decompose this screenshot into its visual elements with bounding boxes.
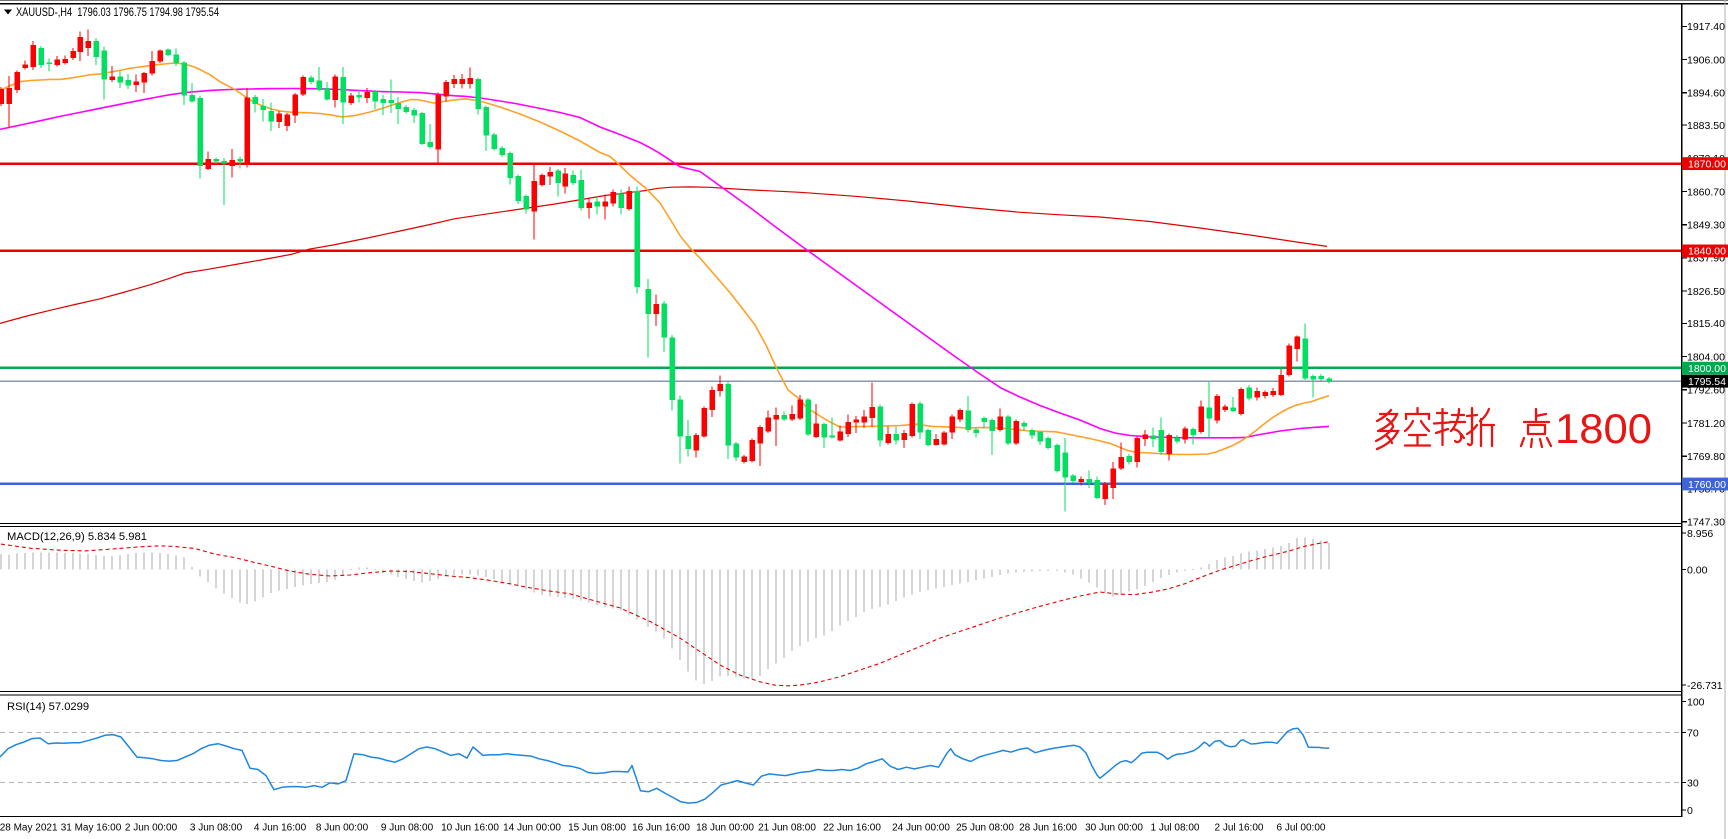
svg-text:0: 0 [1687, 805, 1693, 817]
svg-text:24 Jun 00:00: 24 Jun 00:00 [892, 823, 950, 834]
svg-text:1804.00: 1804.00 [1687, 351, 1725, 363]
svg-text:21 Jun 08:00: 21 Jun 08:00 [758, 823, 816, 834]
svg-text:1906.00: 1906.00 [1687, 54, 1725, 66]
svg-text:30: 30 [1687, 777, 1699, 789]
svg-text:16 Jun 16:00: 16 Jun 16:00 [632, 823, 690, 834]
svg-text:2 Jul 16:00: 2 Jul 16:00 [1215, 823, 1264, 834]
svg-text:1849.30: 1849.30 [1687, 220, 1725, 232]
svg-text:1894.60: 1894.60 [1687, 88, 1725, 100]
svg-text:9 Jun 08:00: 9 Jun 08:00 [381, 823, 434, 834]
svg-text:1800: 1800 [1555, 405, 1652, 452]
svg-text:3 Jun 08:00: 3 Jun 08:00 [190, 823, 243, 834]
svg-text:-26.731: -26.731 [1687, 680, 1723, 692]
svg-text:1800.00: 1800.00 [1688, 363, 1726, 375]
svg-text:22 Jun 16:00: 22 Jun 16:00 [823, 823, 881, 834]
svg-text:8.956: 8.956 [1687, 528, 1713, 540]
svg-text:1 Jul 08:00: 1 Jul 08:00 [1151, 823, 1200, 834]
svg-text:25 Jun 08:00: 25 Jun 08:00 [956, 823, 1014, 834]
svg-text:28 Jun 16:00: 28 Jun 16:00 [1019, 823, 1077, 834]
svg-text:100: 100 [1687, 696, 1705, 708]
svg-text:RSI(14) 57.0299: RSI(14) 57.0299 [7, 701, 89, 713]
svg-text:1815.40: 1815.40 [1687, 318, 1725, 330]
svg-text:2 Jun 00:00: 2 Jun 00:00 [125, 823, 178, 834]
svg-text:1860.70: 1860.70 [1687, 186, 1725, 198]
svg-text:1795.54: 1795.54 [1688, 376, 1726, 388]
svg-text:MACD(12,26,9) 5.834 5.981: MACD(12,26,9) 5.834 5.981 [7, 531, 147, 543]
svg-text:1870.00: 1870.00 [1688, 158, 1726, 170]
svg-text:0.00: 0.00 [1687, 564, 1708, 576]
svg-text:1792.60: 1792.60 [1687, 385, 1725, 397]
svg-text:1781.20: 1781.20 [1687, 418, 1725, 430]
svg-text:70: 70 [1687, 727, 1699, 739]
svg-text:XAUUSD-,H4 1796.03 1796.75 17: XAUUSD-,H4 1796.03 1796.75 1794.98 1795.… [16, 5, 219, 19]
svg-text:4 Jun 16:00: 4 Jun 16:00 [254, 823, 307, 834]
svg-text:10 Jun 16:00: 10 Jun 16:00 [441, 823, 499, 834]
svg-text:14 Jun 00:00: 14 Jun 00:00 [503, 823, 561, 834]
svg-text:1883.50: 1883.50 [1687, 120, 1725, 132]
svg-text:1760.00: 1760.00 [1688, 479, 1726, 491]
svg-text:1917.40: 1917.40 [1687, 21, 1725, 33]
svg-text:1826.50: 1826.50 [1687, 286, 1725, 298]
svg-text:1840.00: 1840.00 [1688, 246, 1726, 258]
svg-text:1769.80: 1769.80 [1687, 451, 1725, 463]
svg-text:6 Jul 00:00: 6 Jul 00:00 [1277, 823, 1326, 834]
svg-text:15 Jun 08:00: 15 Jun 08:00 [568, 823, 626, 834]
svg-text:8 Jun 00:00: 8 Jun 00:00 [316, 823, 369, 834]
svg-text:28 May 2021: 28 May 2021 [0, 823, 58, 834]
svg-text:31 May 16:00: 31 May 16:00 [61, 823, 122, 834]
svg-text:1747.30: 1747.30 [1687, 517, 1725, 529]
svg-text:18 Jun 00:00: 18 Jun 00:00 [696, 823, 754, 834]
svg-text:30 Jun 00:00: 30 Jun 00:00 [1085, 823, 1143, 834]
